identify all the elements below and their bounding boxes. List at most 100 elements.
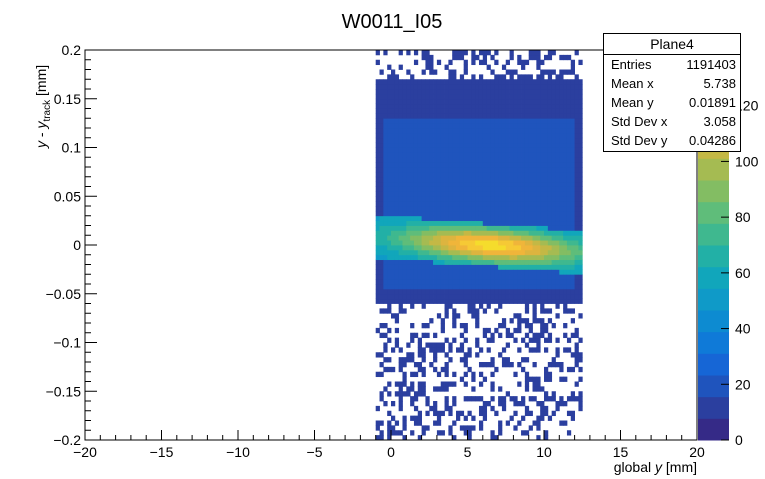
heatmap-cell (441, 255, 445, 260)
heatmap-cell (479, 284, 483, 289)
heatmap-cell (425, 221, 429, 226)
heatmap-cell (536, 167, 540, 172)
heatmap-cell (487, 362, 491, 367)
heatmap-cell (529, 221, 533, 226)
heatmap-cell (380, 167, 384, 172)
heatmap-cell (429, 84, 433, 89)
colorbar-segment (698, 375, 729, 397)
y-axis: −0.2−0.15−0.1−0.0500.050.10.150.2 (46, 42, 97, 448)
heatmap-cell (555, 226, 559, 231)
heatmap-cell (506, 128, 510, 133)
heatmap-cell (433, 70, 437, 75)
heatmap-cell (452, 148, 456, 153)
heatmap-cell (490, 94, 494, 99)
heatmap-cell (395, 113, 399, 118)
heatmap-cell (402, 128, 406, 133)
heatmap-cell (441, 99, 445, 104)
heatmap-cell (567, 162, 571, 167)
heatmap-cell (418, 226, 422, 231)
heatmap-cell (422, 133, 426, 138)
heatmap-cell (578, 260, 582, 265)
heatmap-cell (456, 50, 460, 55)
heatmap-cell (533, 152, 537, 157)
heatmap-cell (429, 99, 433, 104)
heatmap-cell (533, 260, 537, 265)
heatmap-cell (422, 304, 426, 309)
heatmap-cell (571, 99, 575, 104)
heatmap-cell (471, 201, 475, 206)
heatmap-cell (483, 84, 487, 89)
heatmap-cell (494, 94, 498, 99)
heatmap-cell (387, 65, 391, 70)
heatmap-cell (517, 187, 521, 192)
heatmap-cell (468, 347, 472, 352)
heatmap-cell (540, 157, 544, 162)
heatmap-cell (479, 294, 483, 299)
heatmap-cell (548, 177, 552, 182)
heatmap-cell (399, 284, 403, 289)
heatmap-cell (410, 138, 414, 143)
heatmap-cell (575, 216, 579, 221)
heatmap-cell (387, 265, 391, 270)
heatmap-cell (395, 299, 399, 304)
heatmap-cell (483, 299, 487, 304)
colorbar-segment (698, 418, 729, 440)
heatmap-cell (487, 221, 491, 226)
heatmap-cell (376, 279, 380, 284)
heatmap-cell (479, 84, 483, 89)
heatmap-cell (468, 89, 472, 94)
heatmap-cell (571, 172, 575, 177)
x-tick-label: 5 (464, 444, 472, 460)
heatmap-cell (555, 79, 559, 84)
heatmap-cell (429, 347, 433, 352)
heatmap-cell (536, 60, 540, 65)
heatmap-cell (383, 333, 387, 338)
heatmap-cell (383, 167, 387, 172)
heatmap-cell (578, 245, 582, 250)
heatmap-cell (406, 182, 410, 187)
heatmap-cell (456, 104, 460, 109)
heatmap-cell (533, 89, 537, 94)
heatmap-cell (502, 362, 506, 367)
heatmap-cell (395, 430, 399, 435)
heatmap-cell (422, 177, 426, 182)
heatmap-cell (395, 343, 399, 348)
heatmap-cell (429, 245, 433, 250)
heatmap-cell (506, 299, 510, 304)
heatmap-cell (517, 74, 521, 79)
heatmap-cell (468, 425, 472, 430)
heatmap-cell (559, 118, 563, 123)
heatmap-cell (422, 157, 426, 162)
heatmap-cell (533, 113, 537, 118)
heatmap-cell (391, 128, 395, 133)
heatmap-cell (540, 230, 544, 235)
heatmap-cell (475, 109, 479, 114)
heatmap-cell (452, 196, 456, 201)
heatmap-cell (533, 226, 537, 231)
heatmap-cell (487, 279, 491, 284)
heatmap-cell (445, 162, 449, 167)
heatmap-cell (525, 182, 529, 187)
heatmap-cell (406, 391, 410, 396)
heatmap-cell (544, 289, 548, 294)
heatmap-cell (402, 221, 406, 226)
heatmap-cell (517, 313, 521, 318)
heatmap-cell (422, 357, 426, 362)
heatmap-cell (380, 299, 384, 304)
heatmap-cell (422, 118, 426, 123)
heatmap-cell (418, 133, 422, 138)
heatmap-cell (563, 79, 567, 84)
heatmap-cell (402, 191, 406, 196)
heatmap-cell (521, 274, 525, 279)
heatmap-cell (571, 240, 575, 245)
heatmap-cell (387, 167, 391, 172)
heatmap-cell (475, 206, 479, 211)
heatmap-cell (571, 318, 575, 323)
heatmap-cell (445, 99, 449, 104)
heatmap-cell (387, 109, 391, 114)
heatmap-cell (464, 89, 468, 94)
heatmap-cell (498, 167, 502, 172)
heatmap-cell (575, 148, 579, 153)
heatmap-cell (429, 123, 433, 128)
heatmap-cell (567, 367, 571, 372)
